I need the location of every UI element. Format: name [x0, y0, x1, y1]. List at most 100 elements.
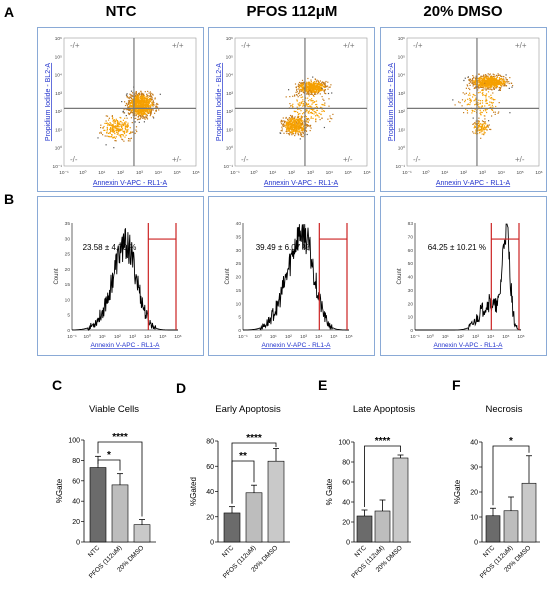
- y-tick-label: 0: [238, 328, 241, 334]
- histogram-trace: [243, 224, 349, 331]
- y-tick-label: 10⁵: [226, 54, 233, 60]
- x-tick-label: 10¹: [269, 170, 276, 176]
- y-tick-label: 10⁴: [226, 73, 233, 79]
- bar: [245, 492, 263, 543]
- x-tick-label: 10³: [136, 170, 143, 176]
- dot-cloud: [452, 73, 514, 139]
- x-tick-label: 10¹: [270, 334, 277, 340]
- y-tick-label: 10¹: [55, 127, 62, 133]
- panel-label-f: F: [452, 377, 461, 393]
- x-tick-label: 10⁻¹: [59, 170, 69, 176]
- y-axis-label: %Gated: [189, 477, 198, 506]
- y-tick-label: 10⁵: [55, 54, 62, 60]
- x-tick-label: 10⁵: [330, 334, 337, 340]
- y-tick-label: 20: [408, 301, 414, 307]
- x-tick-label: 10⁴: [155, 170, 162, 176]
- y-tick-label: 10: [65, 297, 71, 303]
- x-tick-label: 10²: [288, 170, 295, 176]
- x-tick-label: 10⁰: [79, 170, 86, 176]
- y-tick-label: 10²: [55, 109, 62, 115]
- y-tick-label: 30: [470, 465, 478, 472]
- chart-title: Early Apoptosis: [215, 404, 281, 415]
- dotplot-frame-pfos: -/+ +/+ -/- +/- 10⁻¹ 10⁻¹ 10⁰ 10⁰ 10¹ 10¹ 10² 10² 10…: [208, 27, 375, 192]
- bar: [356, 515, 373, 543]
- y-tick-label: 30: [408, 288, 414, 294]
- x-tick-label: 10¹: [99, 334, 106, 340]
- x-axis-label: Annexin V-APC - RL1-A: [93, 180, 168, 187]
- y-tick-label: 10²: [398, 109, 405, 115]
- x-tick-label: 10³: [129, 334, 136, 340]
- y-tick-label: 10⁻¹: [53, 164, 63, 170]
- y-axis-label: Count: [225, 268, 231, 284]
- y-tick-label: 5: [238, 315, 241, 321]
- x-tick-label: 10⁰: [84, 334, 91, 340]
- dot-cloud: [279, 76, 334, 140]
- bar: [521, 482, 537, 543]
- quadrant-label: -/-: [70, 155, 78, 164]
- bar: [485, 515, 501, 543]
- x-tick-label: 10³: [472, 334, 479, 340]
- x-tick-label: 10⁻¹: [410, 334, 420, 340]
- y-tick-label: 10⁴: [398, 73, 405, 79]
- y-tick-label: 35: [236, 234, 242, 240]
- y-axis-label: %Gate: [55, 478, 64, 503]
- y-tick-label: 80: [72, 458, 80, 465]
- x-tick-label: 10⁵: [173, 170, 180, 176]
- quadrant-label: +/-: [515, 155, 525, 164]
- gate-percentage-label: 39.49 ± 6.07 %: [256, 243, 310, 252]
- x-tick-label: 10³: [300, 334, 307, 340]
- y-tick-label: 60: [408, 248, 414, 254]
- x-tick-label: 10⁴: [498, 170, 505, 176]
- y-tick-label: 10: [236, 301, 242, 307]
- y-axis-label: Count: [397, 268, 403, 284]
- plot-area: [406, 37, 540, 167]
- x-tick-label: 10⁰: [422, 170, 429, 176]
- y-tick-label: 5: [67, 313, 70, 319]
- x-tick-label: 10⁶: [174, 334, 181, 340]
- x-axis-label: Annexin V-APC - RL1-A: [433, 342, 503, 349]
- chart-title: Late Apoptosis: [353, 404, 416, 415]
- y-tick-label: 40: [342, 500, 350, 507]
- y-tick-label: 10⁶: [226, 36, 233, 42]
- y-axis-label: %Gate: [453, 479, 462, 504]
- quadrant-label: -/-: [241, 155, 249, 164]
- x-tick-label: 10⁶: [363, 170, 370, 176]
- bar: [267, 460, 285, 543]
- x-tick-label: 10⁻¹: [402, 170, 412, 176]
- panel-label-a: A: [4, 4, 15, 20]
- x-tick-label: 10⁰: [427, 334, 434, 340]
- y-tick-label: 80: [206, 439, 214, 446]
- y-tick-label: 10⁻¹: [224, 164, 234, 170]
- significance-bracket: [364, 445, 401, 507]
- dotplot-frame-ntc: -/+ +/+ -/- +/- 10⁻¹ 10⁻¹ 10⁰ 10⁰ 10¹ 10¹ 10² 10² 10…: [37, 27, 204, 192]
- y-tick-label: 15: [65, 282, 71, 288]
- y-tick-label: 20: [342, 520, 350, 527]
- y-axis-label: Propidium Iodide - BL2-A: [388, 63, 395, 142]
- dotplot-dmso: -/+ +/+ -/- +/- 10⁻¹10⁻¹ 10⁰ 10⁰ 10¹ 10¹ 10² 10² 10…: [388, 36, 543, 187]
- x-tick-label: NTC: [221, 544, 236, 559]
- x-tick-label: 10⁵: [502, 334, 509, 340]
- x-tick-label: 10⁶: [517, 334, 524, 340]
- y-tick-label: 0: [474, 540, 478, 547]
- histogram-trace: [72, 228, 178, 332]
- y-axis-label: Propidium Iodide - BL2-A: [45, 63, 52, 142]
- x-tick-label: 10⁴: [315, 334, 322, 340]
- y-tick-label: 0: [210, 540, 214, 547]
- x-tick-label: 10¹: [442, 334, 449, 340]
- bar: [223, 512, 241, 543]
- quadrant-label: -/+: [70, 41, 80, 50]
- panel-label-b: B: [4, 191, 15, 207]
- x-tick-label: NTC: [482, 544, 497, 559]
- x-tick-label: 10⁻¹: [238, 334, 248, 340]
- y-tick-label: 15: [236, 288, 242, 294]
- x-tick-label: 10⁻¹: [230, 170, 240, 176]
- y-tick-label: 0: [76, 540, 80, 547]
- y-tick-label: 20: [65, 267, 71, 273]
- chart-title: Necrosis: [486, 404, 523, 415]
- panel-label-e: E: [318, 377, 328, 393]
- y-tick-label: 20: [72, 519, 80, 526]
- x-axis-label: Annexin V-APC - RL1-A: [261, 342, 331, 349]
- panel-label-d: D: [176, 380, 187, 396]
